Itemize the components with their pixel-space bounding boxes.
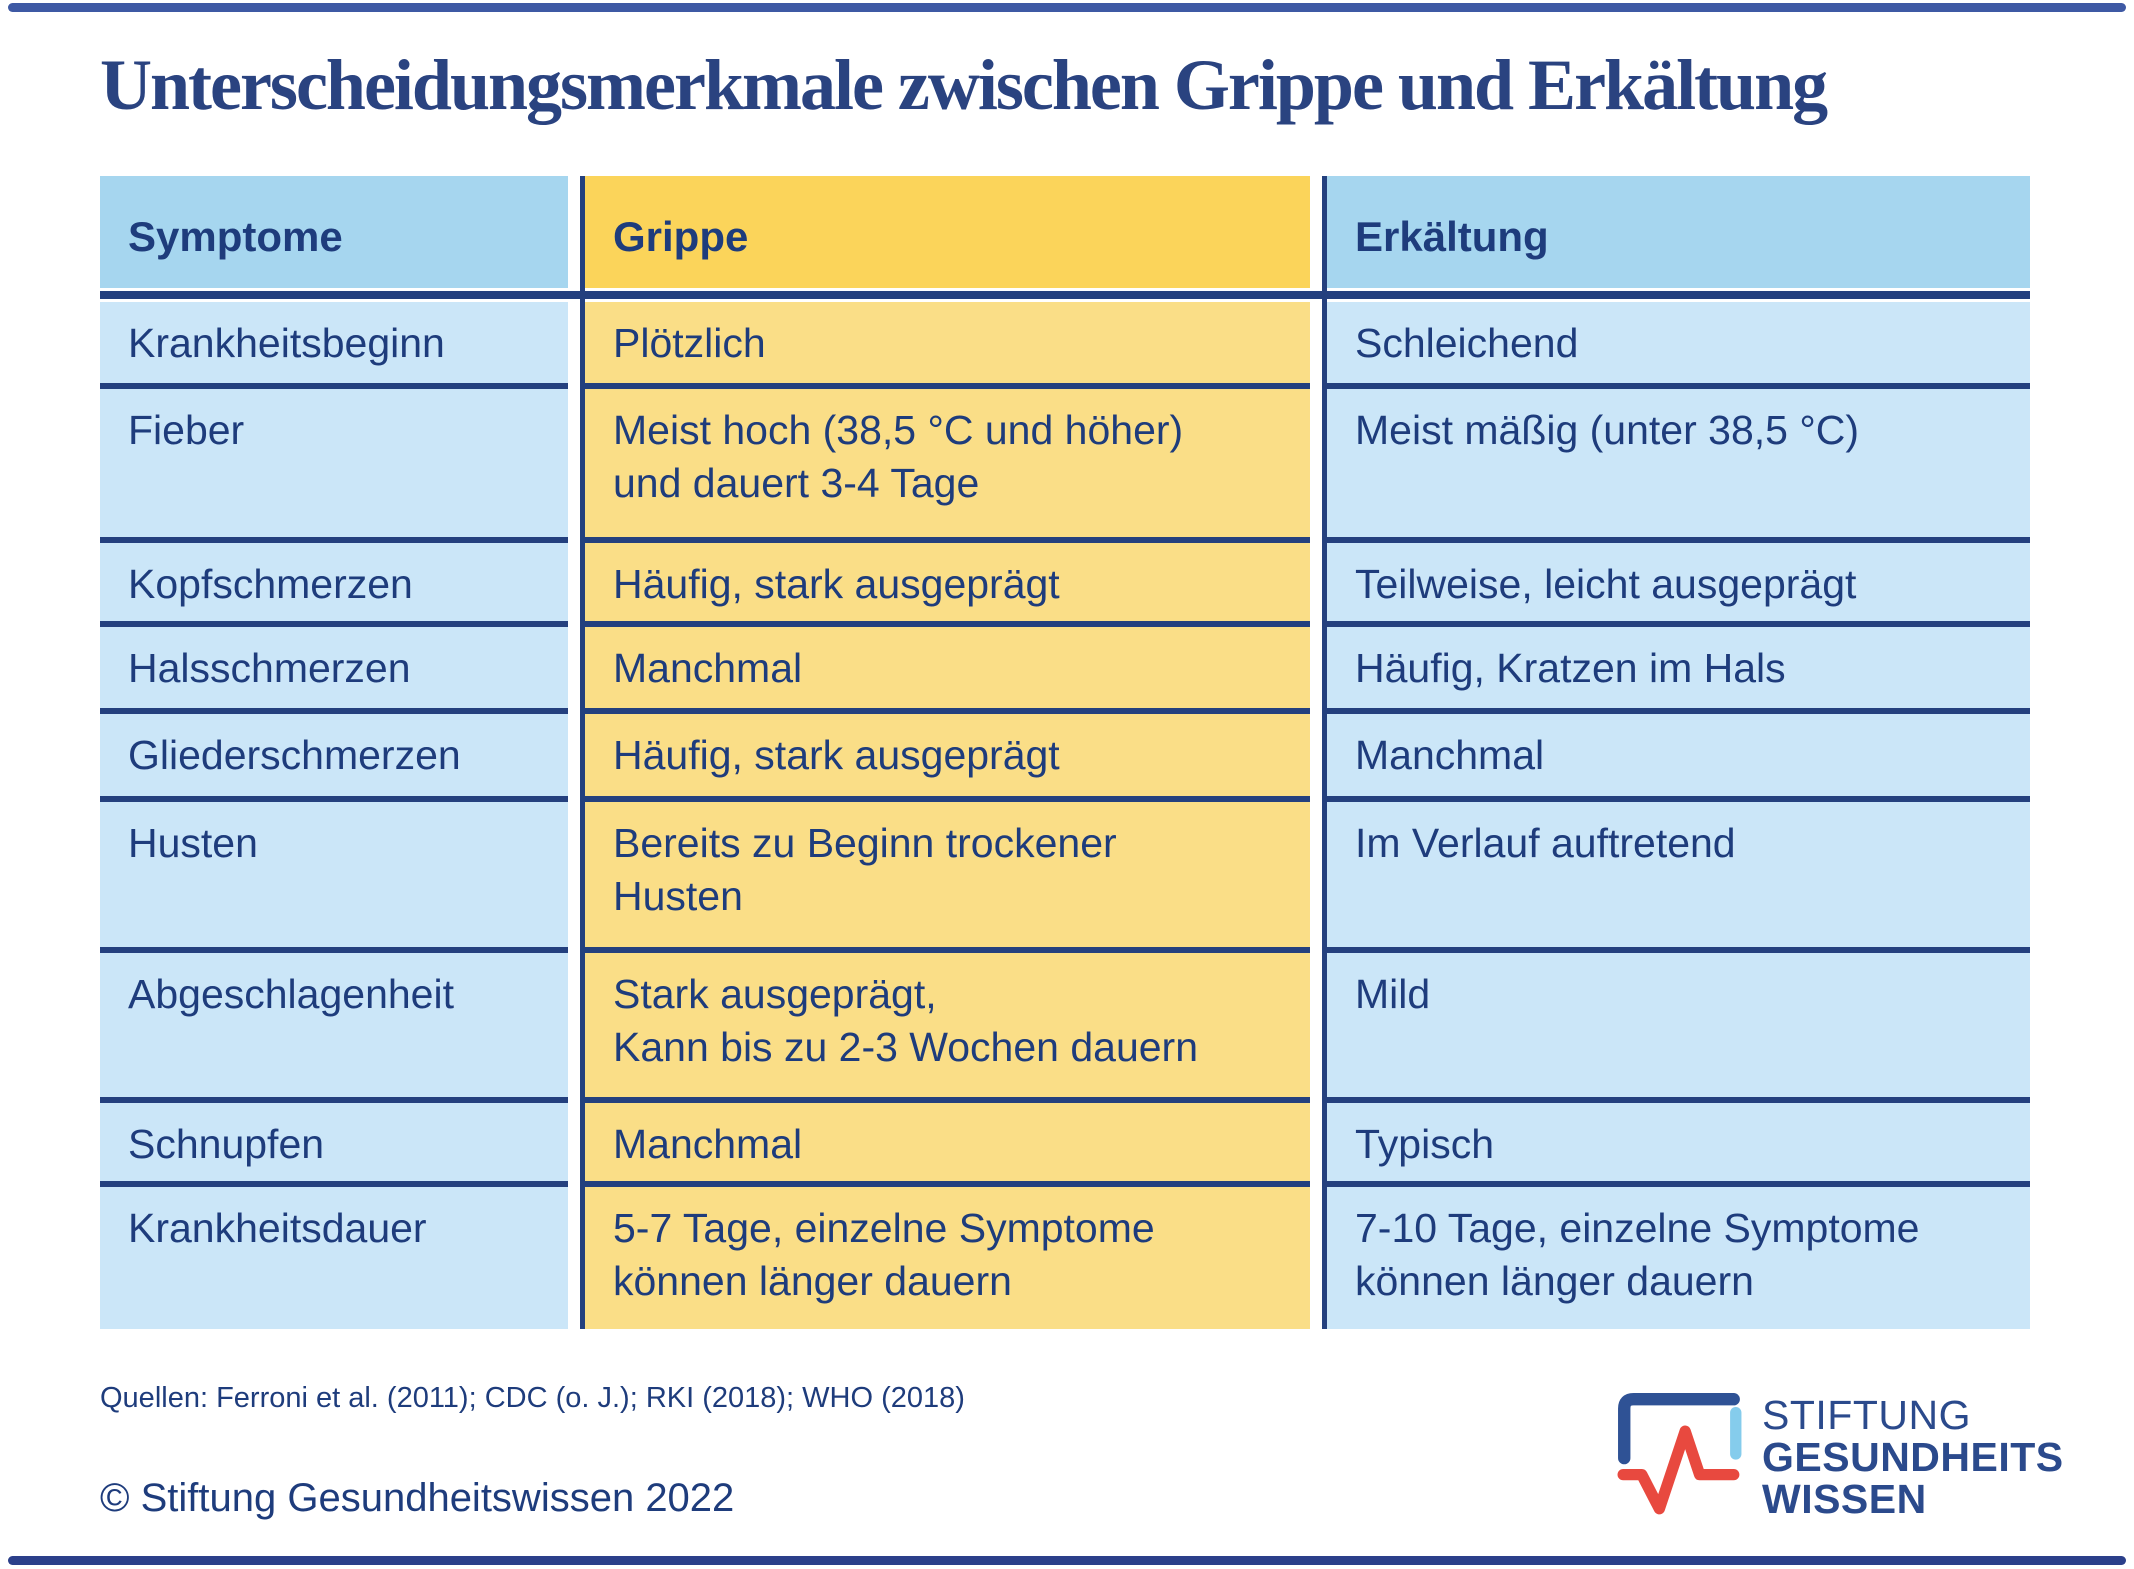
table-row: Schnupfen Manchmal Typisch bbox=[100, 1103, 2030, 1187]
heartbeat-monitor-icon bbox=[1617, 1393, 1742, 1515]
grippe-cell: Plötzlich bbox=[585, 302, 1310, 389]
header-separator-line bbox=[100, 291, 2030, 299]
symptom-cell: Halsschmerzen bbox=[100, 627, 568, 714]
grippe-cell: Stark ausgeprägt, Kann bis zu 2-3 Wochen… bbox=[585, 953, 1310, 1103]
column-divider-line bbox=[580, 176, 585, 1329]
grippe-cell: Meist hoch (38,5 °C und höher) und dauer… bbox=[585, 389, 1310, 543]
table-row: Krankheitsdauer 5-7 Tage, einzelne Sympto… bbox=[100, 1187, 2030, 1329]
table-row: Husten Bereits zu Beginn trockener Husten… bbox=[100, 802, 2030, 953]
symptom-cell: Krankheitsdauer bbox=[100, 1187, 568, 1329]
erkaeltung-cell: Teilweise, leicht ausgeprägt bbox=[1327, 543, 2030, 627]
erkaeltung-cell: Meist mäßig (unter 38,5 °C) bbox=[1327, 389, 2030, 543]
symptom-cell: Gliederschmerzen bbox=[100, 714, 568, 802]
table-row: Abgeschlagenheit Stark ausgeprägt, Kann b… bbox=[100, 953, 2030, 1103]
grippe-cell: Bereits zu Beginn trockener Husten bbox=[585, 802, 1310, 953]
header-cell-erkaeltung: Erkältung bbox=[1327, 176, 2030, 288]
erkaeltung-cell: Schleichend bbox=[1327, 302, 2030, 389]
symptom-cell: Kopfschmerzen bbox=[100, 543, 568, 627]
logo-wordmark: STIFTUNG GESUNDHEITS WISSEN bbox=[1762, 1394, 2064, 1520]
table-row: Krankheitsbeginn Plötzlich Schleichend bbox=[100, 302, 2030, 389]
logo-line-gesundheits: GESUNDHEITS bbox=[1762, 1434, 2064, 1480]
grippe-cell: 5-7 Tage, einzelne Symptome können länge… bbox=[585, 1187, 1310, 1329]
grippe-cell: Häufig, stark ausgeprägt bbox=[585, 714, 1310, 802]
symptom-cell: Fieber bbox=[100, 389, 568, 543]
table-row: Halsschmerzen Manchmal Häufig, Kratzen im … bbox=[100, 627, 2030, 714]
copyright-note: © Stiftung Gesundheitswissen 2022 bbox=[100, 1476, 735, 1520]
logo-line-stiftung: STIFTUNG bbox=[1762, 1392, 1971, 1438]
symptom-cell: Abgeschlagenheit bbox=[100, 953, 568, 1103]
erkaeltung-cell: Häufig, Kratzen im Hals bbox=[1327, 627, 2030, 714]
erkaeltung-cell: 7-10 Tage, einzelne Symptome können läng… bbox=[1327, 1187, 2030, 1329]
grippe-cell: Manchmal bbox=[585, 1103, 1310, 1187]
page-title: Unterscheidungsmerkmale zwischen Grippe … bbox=[100, 45, 1828, 125]
table-header-row: Symptome Grippe Erkältung bbox=[100, 176, 2030, 288]
top-accent-bar bbox=[8, 3, 2126, 12]
symptom-cell: Husten bbox=[100, 802, 568, 953]
erkaeltung-cell: Manchmal bbox=[1327, 714, 2030, 802]
sources-note: Quellen: Ferroni et al. (2011); CDC (o. … bbox=[100, 1382, 965, 1414]
comparison-table: Symptome Grippe Erkältung Krankheitsbeginn P… bbox=[100, 176, 2030, 1329]
erkaeltung-cell: Im Verlauf auftretend bbox=[1327, 802, 2030, 953]
logo-line-wissen: WISSEN bbox=[1762, 1476, 1927, 1522]
grippe-cell: Häufig, stark ausgeprägt bbox=[585, 543, 1310, 627]
erkaeltung-cell: Mild bbox=[1327, 953, 2030, 1103]
header-cell-symptome: Symptome bbox=[100, 176, 568, 288]
symptom-cell: Schnupfen bbox=[100, 1103, 568, 1187]
symptom-cell: Krankheitsbeginn bbox=[100, 302, 568, 389]
erkaeltung-cell: Typisch bbox=[1327, 1103, 2030, 1187]
column-divider-line bbox=[1322, 176, 1327, 1329]
table-row: Gliederschmerzen Häufig, stark ausgeprägt… bbox=[100, 714, 2030, 802]
table-row: Kopfschmerzen Häufig, stark ausgeprägt Tei… bbox=[100, 543, 2030, 627]
header-cell-grippe: Grippe bbox=[585, 176, 1310, 288]
table-row: Fieber Meist hoch (38,5 °C und höher) und… bbox=[100, 389, 2030, 543]
grippe-cell: Manchmal bbox=[585, 627, 1310, 714]
logo: STIFTUNG GESUNDHEITS WISSEN bbox=[1616, 1392, 2064, 1520]
bottom-accent-bar bbox=[8, 1556, 2126, 1565]
